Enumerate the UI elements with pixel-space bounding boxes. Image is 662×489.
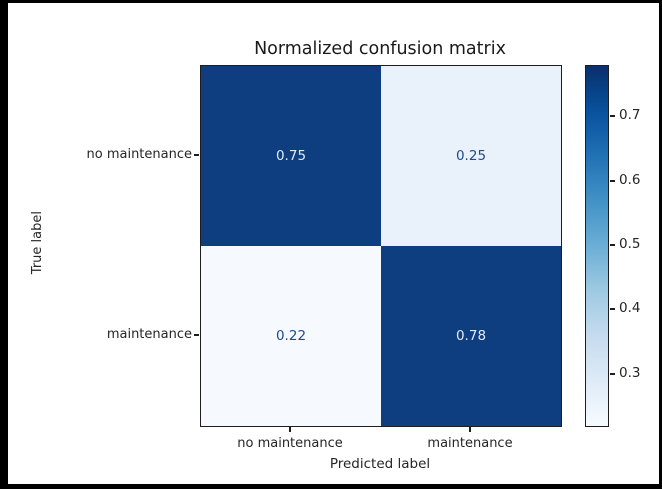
- colorbar-tick-label: 0.6: [619, 172, 641, 188]
- matrix-cell-true-maint-pred-maint: 0.78: [381, 246, 561, 426]
- y-tick-label-maintenance: maintenance: [106, 327, 192, 342]
- y-tick-label-no-maintenance: no maintenance: [86, 147, 193, 162]
- colorbar-tick-mark: [610, 308, 615, 310]
- y-tick-mark: [194, 154, 199, 156]
- colorbar-tick-label: 0.5: [619, 236, 641, 252]
- colorbar-tick-mark: [610, 115, 615, 117]
- x-tick-mark: [469, 427, 471, 432]
- cell-value: 0.78: [455, 328, 487, 344]
- x-tick-mark: [289, 427, 291, 432]
- x-tick-label-maintenance: maintenance: [427, 436, 513, 451]
- cell-value: 0.22: [275, 328, 307, 344]
- colorbar-tick-mark: [610, 244, 615, 246]
- colorbar-tick-mark: [610, 373, 615, 375]
- matrix-cell-true-maint-pred-no-maint: 0.22: [201, 246, 381, 426]
- colorbar-gradient: [585, 65, 609, 427]
- y-axis-label: True label: [30, 211, 45, 275]
- cell-value: 0.25: [455, 148, 487, 164]
- y-tick-mark: [194, 334, 199, 336]
- cell-value: 0.75: [275, 148, 307, 164]
- colorbar-tick-label: 0.7: [619, 107, 641, 123]
- confusion-matrix-heatmap: 0.75 0.25 0.22 0.78: [200, 65, 562, 427]
- colorbar-tick-mark: [610, 180, 615, 182]
- x-tick-label-no-maintenance: no maintenance: [237, 436, 343, 451]
- colorbar-tick-label: 0.3: [619, 365, 641, 381]
- x-axis-label: Predicted label: [329, 456, 431, 472]
- matrix-cell-true-no-maint-pred-maint: 0.25: [381, 66, 561, 246]
- chart-title: Normalized confusion matrix: [254, 39, 506, 59]
- colorbar-tick-label: 0.4: [619, 300, 641, 316]
- figure-canvas: Normalized confusion matrix True label n…: [8, 3, 659, 484]
- matrix-cell-true-no-maint-pred-no-maint: 0.75: [201, 66, 381, 246]
